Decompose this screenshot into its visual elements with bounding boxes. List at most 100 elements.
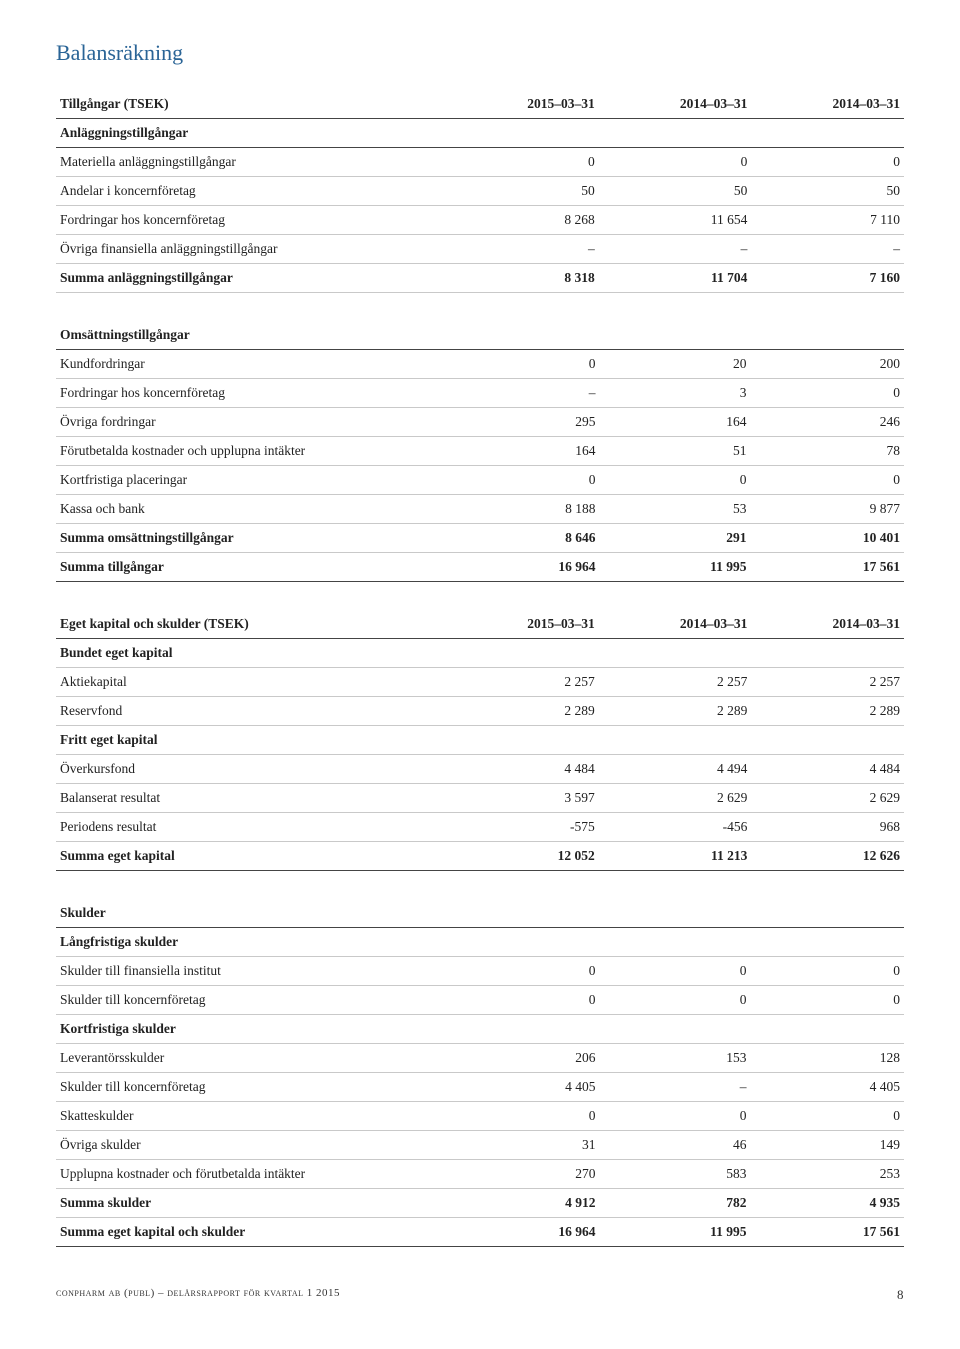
row-value: 11 995: [600, 1218, 751, 1247]
row-label: Fordringar hos koncernföretag: [56, 206, 446, 235]
table-row: Leverantörsskulder206153128: [56, 1044, 904, 1073]
row-value: -575: [446, 813, 599, 842]
row-label: Kortfristiga placeringar: [56, 466, 446, 495]
row-value: 51: [600, 437, 751, 466]
table-liabilities: SkulderLångfristiga skulderSkulder till …: [56, 899, 904, 1247]
row-value: 4 484: [446, 755, 599, 784]
row-value: 164: [600, 408, 751, 437]
row-label: Summa eget kapital: [56, 842, 446, 871]
row-label: Fritt eget kapital: [56, 726, 446, 755]
col-date: 2014–03–31: [599, 90, 752, 119]
row-label: Övriga skulder: [56, 1131, 446, 1160]
row-value: 17 561: [751, 1218, 904, 1247]
row-value: 11 995: [600, 553, 751, 582]
row-value: 0: [599, 148, 752, 177]
col-date: 2014–03–31: [599, 610, 752, 639]
table-row: Andelar i koncernföretag505050: [56, 177, 904, 206]
row-value: 0: [446, 148, 599, 177]
row-value: 206: [446, 1044, 599, 1073]
row-value: –: [599, 235, 752, 264]
row-value: 4 405: [751, 1073, 904, 1102]
row-value: 0: [446, 1102, 599, 1131]
table-row: Skulder till finansiella institut000: [56, 957, 904, 986]
row-label: Materiella anläggningstillgångar: [56, 148, 446, 177]
row-value: [751, 726, 904, 755]
row-label: Kundfordringar: [56, 350, 446, 379]
row-value: 11 704: [599, 264, 752, 293]
table-row: Bundet eget kapital: [56, 639, 904, 668]
row-value: 0: [751, 986, 904, 1015]
row-value: 10 401: [751, 524, 904, 553]
table-row: Periodens resultat-575-456968: [56, 813, 904, 842]
row-label: Överkursfond: [56, 755, 446, 784]
row-value: [446, 639, 599, 668]
row-value: 8 188: [446, 495, 599, 524]
table-row: Övriga finansiella anläggningstillgångar…: [56, 235, 904, 264]
table-row: Långfristiga skulder: [56, 928, 904, 957]
table-row: Skulder: [56, 899, 904, 928]
row-value: 583: [600, 1160, 751, 1189]
table-row: Omsättningstillgångar: [56, 321, 904, 350]
row-label: Långfristiga skulder: [56, 928, 446, 957]
row-value: 4 912: [446, 1189, 599, 1218]
row-value: 12 626: [751, 842, 904, 871]
table-equity: Eget kapital och skulder (TSEK) 2015–03–…: [56, 610, 904, 871]
row-value: 50: [599, 177, 752, 206]
row-value: [446, 1015, 599, 1044]
row-value: 0: [600, 986, 751, 1015]
row-value: 12 052: [446, 842, 599, 871]
row-label: Summa eget kapital och skulder: [56, 1218, 446, 1247]
row-value: [751, 1015, 904, 1044]
row-value: 0: [446, 466, 599, 495]
row-value: 50: [446, 177, 599, 206]
row-value: 11 654: [599, 206, 752, 235]
row-value: 7 110: [751, 206, 904, 235]
row-label: Summa skulder: [56, 1189, 446, 1218]
row-label: Kassa och bank: [56, 495, 446, 524]
col-date: 2014–03–31: [751, 90, 904, 119]
table-row: Summa tillgångar16 96411 99517 561: [56, 553, 904, 582]
row-value: –: [600, 1073, 751, 1102]
row-label: Skatteskulder: [56, 1102, 446, 1131]
row-value: [751, 119, 904, 148]
table-row: Anläggningstillgångar: [56, 119, 904, 148]
row-value: 2 289: [599, 697, 752, 726]
col-date: 2015–03–31: [446, 610, 599, 639]
table-row: Upplupna kostnader och förutbetalda intä…: [56, 1160, 904, 1189]
table-assets-fixed: Tillgångar (TSEK) 2015–03–31 2014–03–31 …: [56, 90, 904, 293]
row-value: [599, 639, 752, 668]
row-value: 0: [600, 957, 751, 986]
row-value: [599, 726, 752, 755]
row-label: Omsättningstillgångar: [56, 321, 446, 350]
row-value: [446, 928, 599, 957]
row-label: Bundet eget kapital: [56, 639, 446, 668]
row-label: Fordringar hos koncernföretag: [56, 379, 446, 408]
table-row: Balanserat resultat3 5972 6292 629: [56, 784, 904, 813]
row-label: Upplupna kostnader och förutbetalda intä…: [56, 1160, 446, 1189]
row-value: 782: [600, 1189, 751, 1218]
row-label: Summa tillgångar: [56, 553, 446, 582]
table-row: Aktiekapital2 2572 2572 257: [56, 668, 904, 697]
row-value: 3 597: [446, 784, 599, 813]
row-value: -456: [599, 813, 752, 842]
row-value: 0: [751, 466, 904, 495]
row-value: 0: [446, 350, 599, 379]
row-value: 153: [600, 1044, 751, 1073]
row-value: 2 629: [599, 784, 752, 813]
row-value: –: [446, 379, 599, 408]
row-value: 8 318: [446, 264, 599, 293]
row-value: 200: [751, 350, 904, 379]
row-value: 2 257: [599, 668, 752, 697]
footer-text: conpharm ab (publ) – delårsrapport för k…: [56, 1287, 340, 1299]
row-value: [751, 321, 904, 350]
col-label: Eget kapital och skulder (TSEK): [56, 610, 446, 639]
row-value: 0: [600, 466, 751, 495]
row-value: 7 160: [751, 264, 904, 293]
row-value: 8 268: [446, 206, 599, 235]
row-value: 0: [751, 148, 904, 177]
row-value: 2 289: [751, 697, 904, 726]
page-number: 8: [897, 1287, 904, 1303]
row-label: Summa omsättningstillgångar: [56, 524, 446, 553]
table-row: Skulder till koncernföretag000: [56, 986, 904, 1015]
col-label: Tillgångar (TSEK): [56, 90, 446, 119]
